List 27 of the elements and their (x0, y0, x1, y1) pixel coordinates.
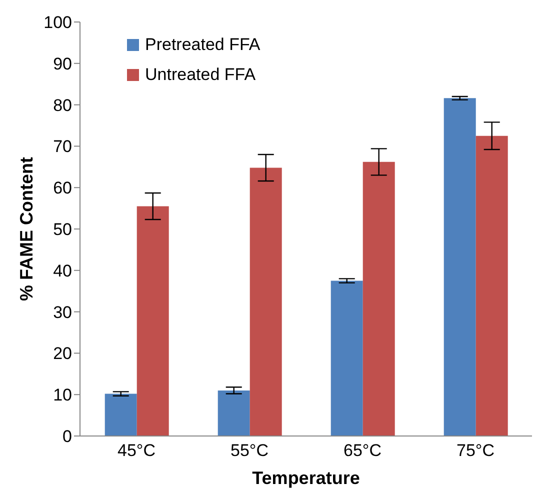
x-tick-label: 55°C (230, 441, 268, 460)
bar (218, 390, 250, 436)
y-axis-title: % FAME Content (16, 157, 36, 301)
bar (330, 280, 363, 436)
bar (104, 394, 137, 436)
x-tick-label: 75°C (456, 441, 494, 460)
y-tick-label: 50 (53, 220, 72, 240)
y-tick-label: 60 (53, 178, 72, 198)
x-axis-title: Temperature (252, 468, 360, 488)
bar (444, 98, 476, 436)
y-tick-label: 80 (53, 96, 72, 115)
y-tick-label: 90 (53, 54, 72, 74)
x-tick-label: 65°C (344, 441, 382, 460)
bar (250, 168, 282, 436)
y-tick-label: 0 (62, 427, 72, 446)
y-tick-label: 100 (44, 13, 72, 32)
x-tick-label: 45°C (118, 441, 156, 460)
legend-label: Untreated FFA (145, 65, 256, 85)
y-tick-label: 20 (53, 344, 72, 364)
legend-label: Pretreated FFA (145, 35, 260, 55)
y-tick-label: 40 (53, 261, 72, 280)
y-tick-label: 30 (53, 302, 72, 322)
bar (362, 162, 395, 436)
bar (136, 206, 169, 436)
y-tick-label: 10 (53, 386, 72, 405)
y-tick-label: 70 (53, 137, 72, 156)
bar (476, 136, 508, 436)
